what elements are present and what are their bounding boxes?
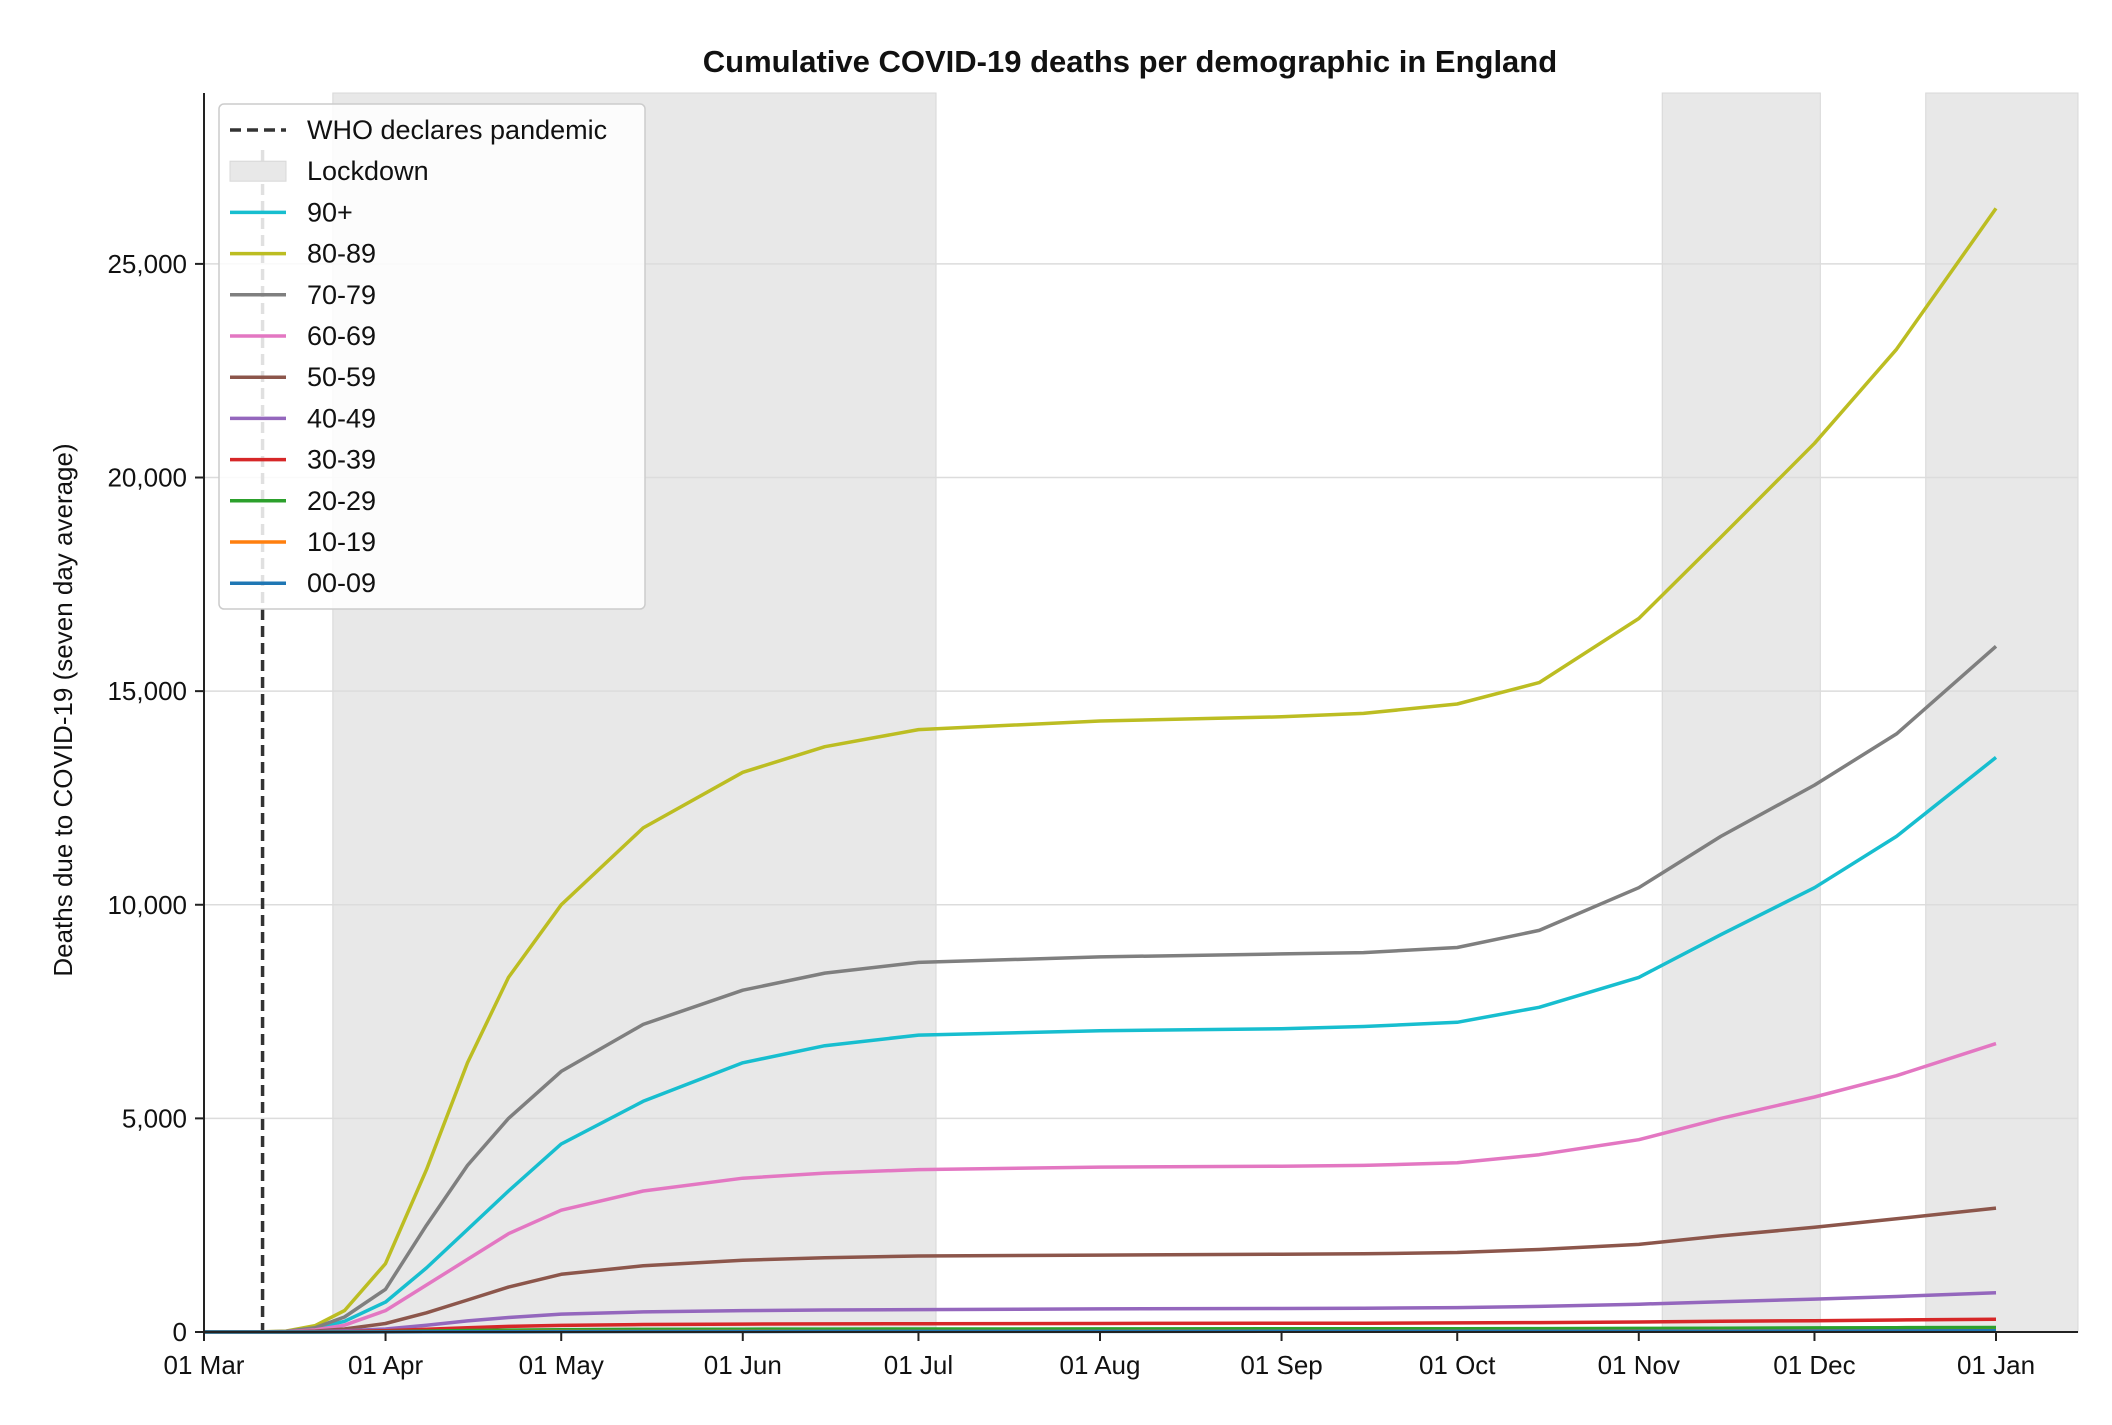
x-tick-label: 01 May <box>519 1350 604 1380</box>
series-line-90+ <box>204 756 1998 1334</box>
chart-title: Cumulative COVID-19 deaths per demograph… <box>703 44 1557 79</box>
axes: 0 5,000 10,000 15,000 20,000 25,000 01 Mar 01 A… <box>107 93 2078 1380</box>
x-tick-label: 01 Jun <box>704 1350 782 1380</box>
legend-frame <box>218 103 646 610</box>
y-tick-label: 5,000 <box>122 1103 187 1133</box>
legend-label: WHO declares pandemic <box>307 115 607 145</box>
x-tick-label: 01 Oct <box>1419 1350 1496 1380</box>
x-tick-label: 01 Apr <box>348 1350 424 1380</box>
x-tick-label: 01 Aug <box>1060 1350 1141 1380</box>
legend-label: 10-19 <box>307 527 376 557</box>
series-line-60-69 <box>204 1041 1997 1334</box>
y-tick-label: 15,000 <box>107 676 187 706</box>
y-tick-label: 25,000 <box>107 249 187 279</box>
lockdown-band-3 <box>1925 92 2079 1333</box>
series-line-70-79 <box>204 644 1998 1334</box>
x-tick-label: 01 Nov <box>1598 1350 1680 1380</box>
y-tick-label: 10,000 <box>107 890 187 920</box>
legend-label: Lockdown <box>307 156 429 186</box>
x-tick-label: 01 Jan <box>1957 1350 2035 1380</box>
legend-label: 80-89 <box>307 239 376 269</box>
legend-label: 40-49 <box>307 403 376 433</box>
legend-label: 60-69 <box>307 321 376 351</box>
legend-label: 20-29 <box>307 486 376 516</box>
legend-label: 30-39 <box>307 445 376 475</box>
x-tick-label: 01 Sep <box>1240 1350 1322 1380</box>
legend-swatch-lockdown <box>229 160 287 182</box>
x-tick-label: 01 Dec <box>1773 1350 1855 1380</box>
legend-label: 50-59 <box>307 362 376 392</box>
y-tick-label: 20,000 <box>107 463 187 493</box>
legend-label: 70-79 <box>307 280 376 310</box>
legend: WHO declares pandemic Lockdown 90+ 80-89 70-… <box>218 103 646 610</box>
y-tick-label: 0 <box>173 1317 187 1347</box>
x-tick-label: 01 Jul <box>884 1350 953 1380</box>
legend-label: 00-09 <box>307 568 376 598</box>
lockdown-band-2 <box>1661 92 1821 1333</box>
y-axis-label: Deaths due to COVID-19 (seven day averag… <box>48 443 78 976</box>
legend-label: 90+ <box>307 197 353 227</box>
series-line-80-89 <box>204 207 1998 1334</box>
x-tick-label: 01 Mar <box>164 1350 245 1380</box>
